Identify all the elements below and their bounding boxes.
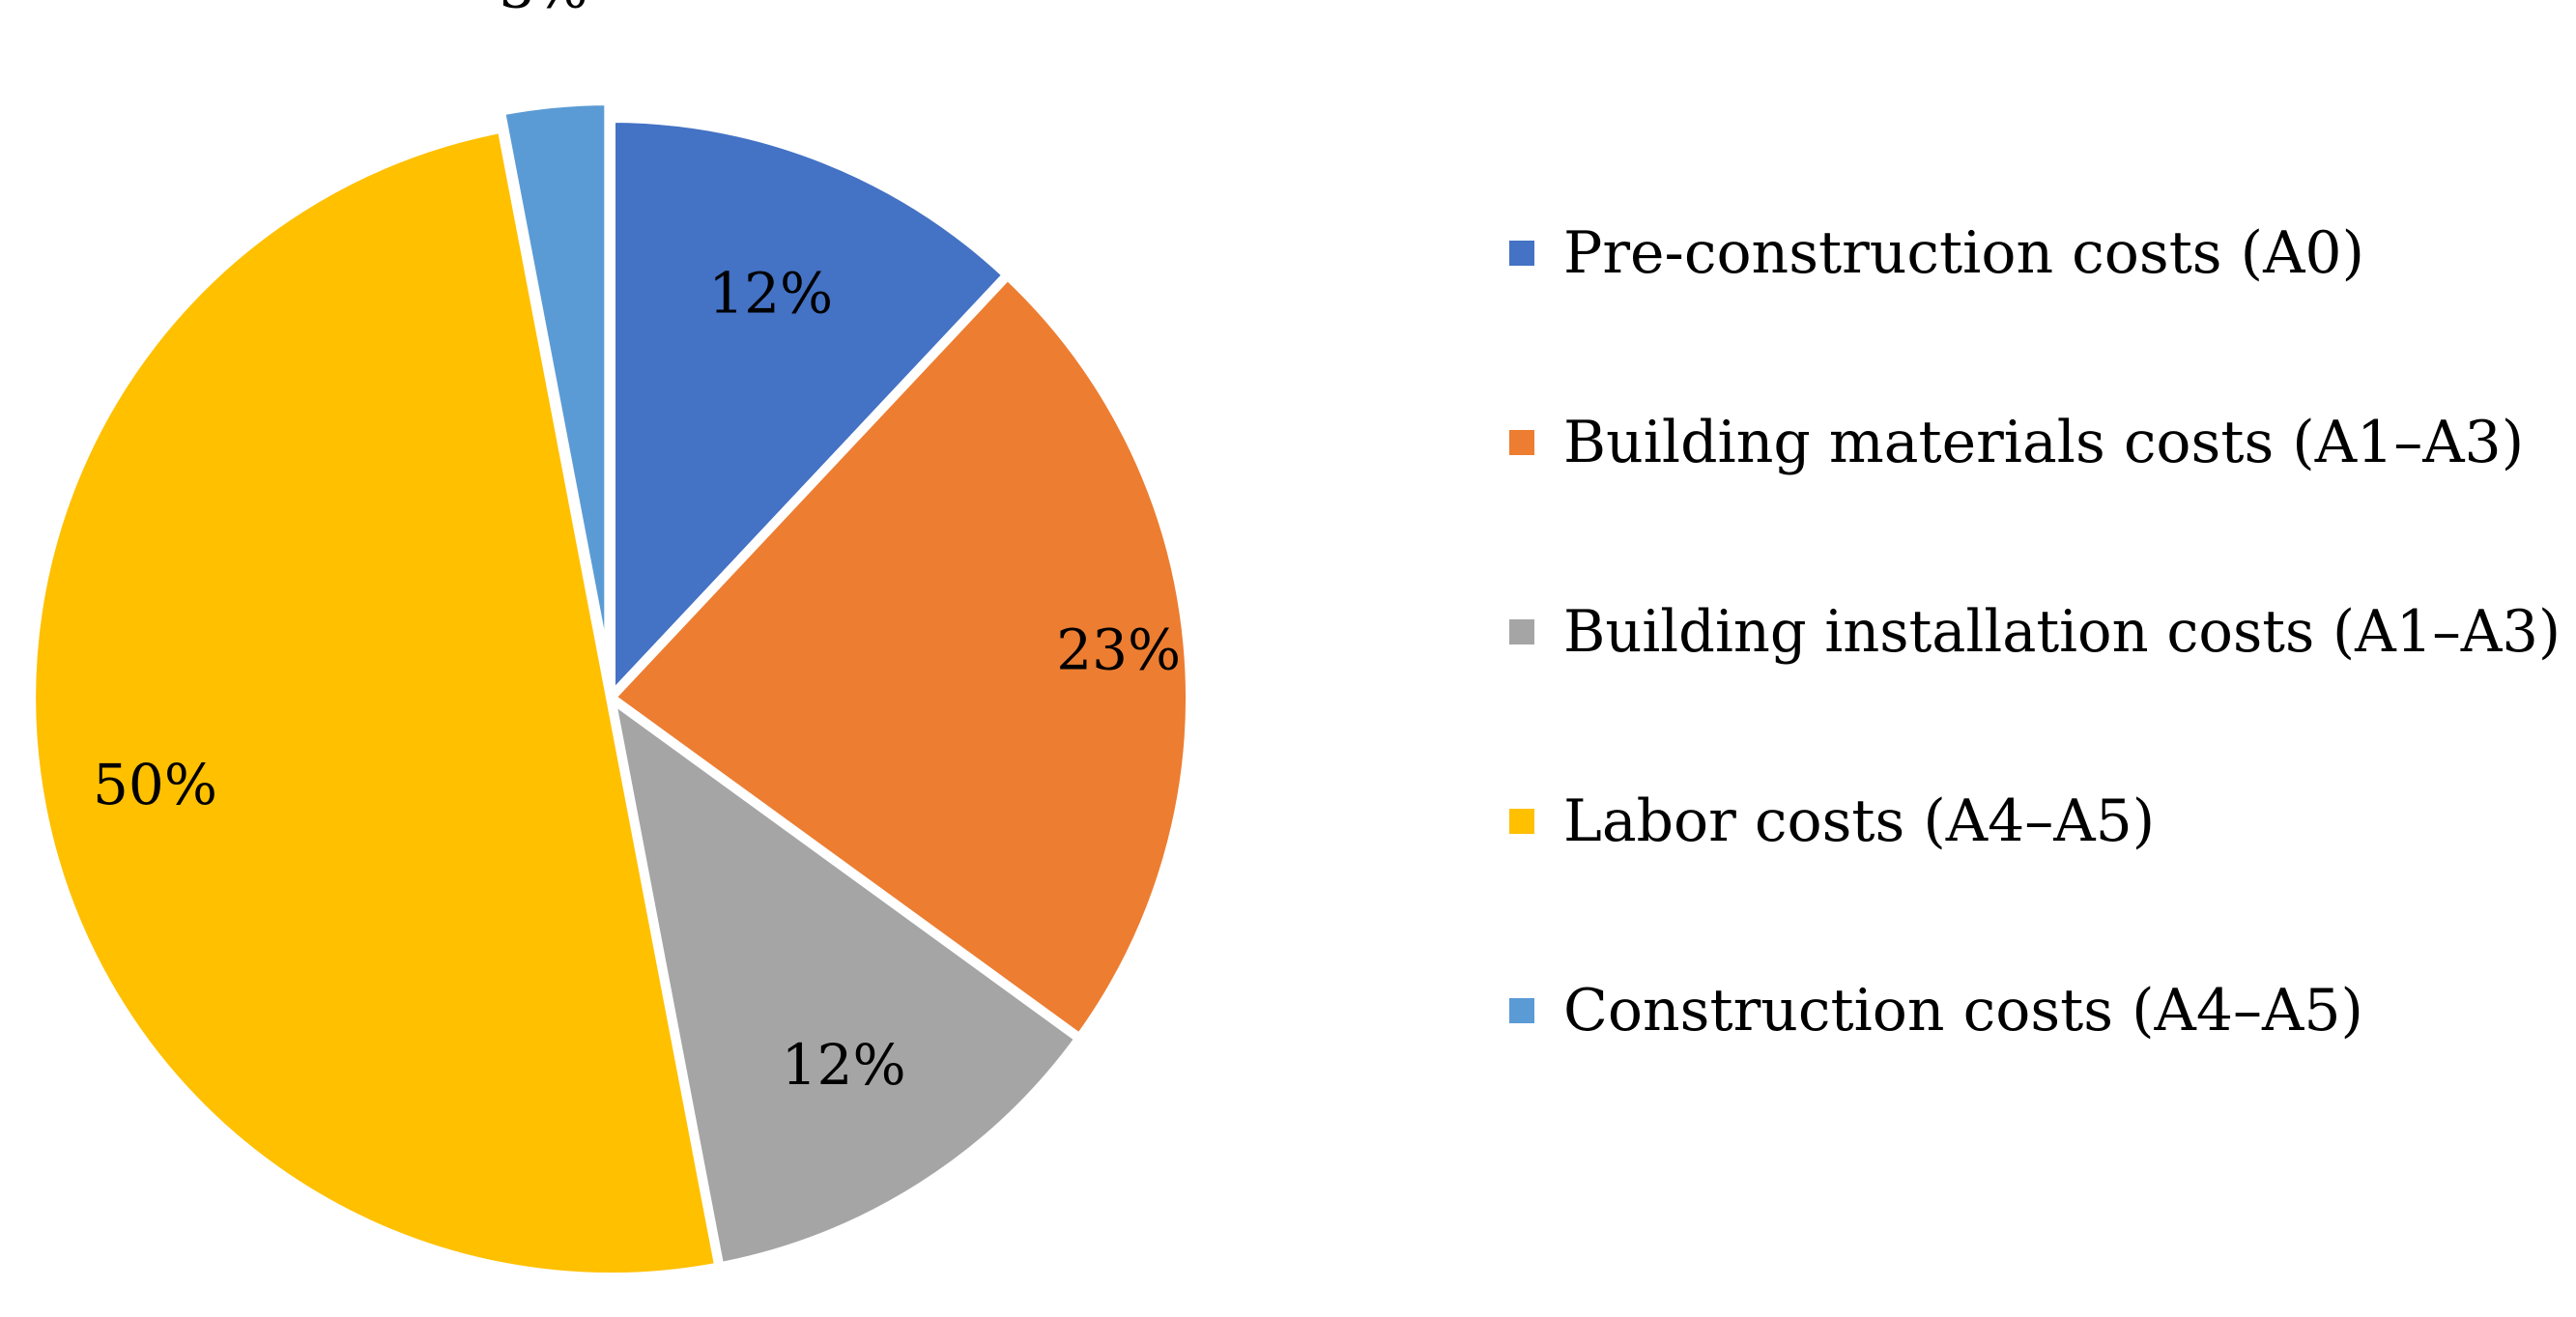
legend-swatch-4 <box>1509 809 1534 834</box>
legend-swatch-1 <box>1509 241 1534 266</box>
legend-label-3: Building installation costs (A1–A3) <box>1563 598 2561 666</box>
legend-label-5: Construction costs (A4–A5) <box>1563 977 2363 1045</box>
data-label-5: 3% <box>500 0 588 20</box>
legend-swatch-5 <box>1509 998 1534 1023</box>
data-label-2: 23% <box>1056 616 1181 682</box>
data-label-1: 12% <box>708 261 833 327</box>
legend-swatch-2 <box>1509 430 1534 455</box>
legend: Pre-construction costs (A0) Building mate… <box>1509 219 2561 1045</box>
data-label-3: 12% <box>782 1032 906 1098</box>
pie-slice-3 <box>603 686 1087 1274</box>
data-label-4: 50% <box>93 752 217 817</box>
legend-label-2: Building materials costs (A1–A3) <box>1563 409 2524 476</box>
pie-slice-4 <box>31 129 719 1277</box>
pie-slice-1 <box>606 112 1015 710</box>
pie-slice-5 <box>495 96 615 682</box>
legend-label-4: Labor costs (A4–A5) <box>1563 787 2155 855</box>
legend-swatch-3 <box>1509 619 1534 644</box>
pie-data-labels: 12% 23% 12% 50% 3% <box>93 0 1181 1098</box>
pie-slices <box>31 96 1195 1277</box>
legend-label-1: Pre-construction costs (A0) <box>1563 219 2364 287</box>
pie-slice-2 <box>603 268 1195 1045</box>
